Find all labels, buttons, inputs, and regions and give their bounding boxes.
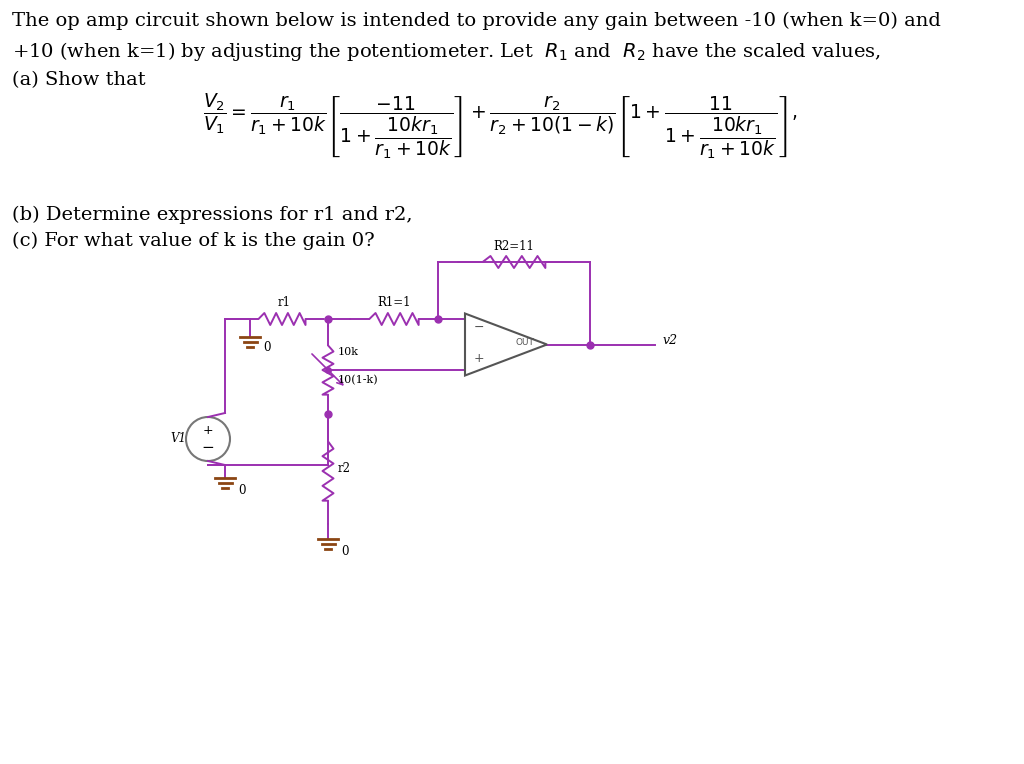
Text: r1: r1 bbox=[278, 296, 291, 309]
Text: $\dfrac{V_2}{V_1} = \dfrac{r_1}{r_1+10k}\left[\dfrac{-11}{1+\dfrac{10kr_1}{r_1+1: $\dfrac{V_2}{V_1} = \dfrac{r_1}{r_1+10k}… bbox=[203, 91, 797, 160]
Text: 10(1-k): 10(1-k) bbox=[338, 375, 379, 385]
Text: +: + bbox=[203, 425, 213, 438]
Text: V1: V1 bbox=[170, 432, 186, 445]
Text: (a) Show that: (a) Show that bbox=[12, 71, 145, 89]
Text: r2: r2 bbox=[338, 462, 351, 475]
Text: +: + bbox=[474, 352, 484, 365]
Text: The op amp circuit shown below is intended to provide any gain between -10 (when: The op amp circuit shown below is intend… bbox=[12, 12, 941, 31]
Text: R2=11: R2=11 bbox=[494, 240, 535, 253]
Text: −: − bbox=[474, 321, 484, 334]
Text: (c) For what value of k is the gain 0?: (c) For what value of k is the gain 0? bbox=[12, 232, 375, 251]
Text: OUT: OUT bbox=[515, 338, 535, 347]
Text: +10 (when k=1) by adjusting the potentiometer. Let  $R_1$ and  $R_2$ have the sc: +10 (when k=1) by adjusting the potentio… bbox=[12, 40, 881, 63]
Text: 0: 0 bbox=[341, 545, 348, 558]
Text: 0: 0 bbox=[238, 484, 246, 497]
Text: R1=1: R1=1 bbox=[377, 296, 411, 309]
Text: −: − bbox=[202, 441, 214, 455]
Text: 10k: 10k bbox=[338, 347, 359, 357]
Text: (b) Determine expressions for r1 and r2,: (b) Determine expressions for r1 and r2, bbox=[12, 206, 413, 225]
Text: v2: v2 bbox=[663, 334, 678, 347]
Text: 0: 0 bbox=[263, 341, 270, 354]
